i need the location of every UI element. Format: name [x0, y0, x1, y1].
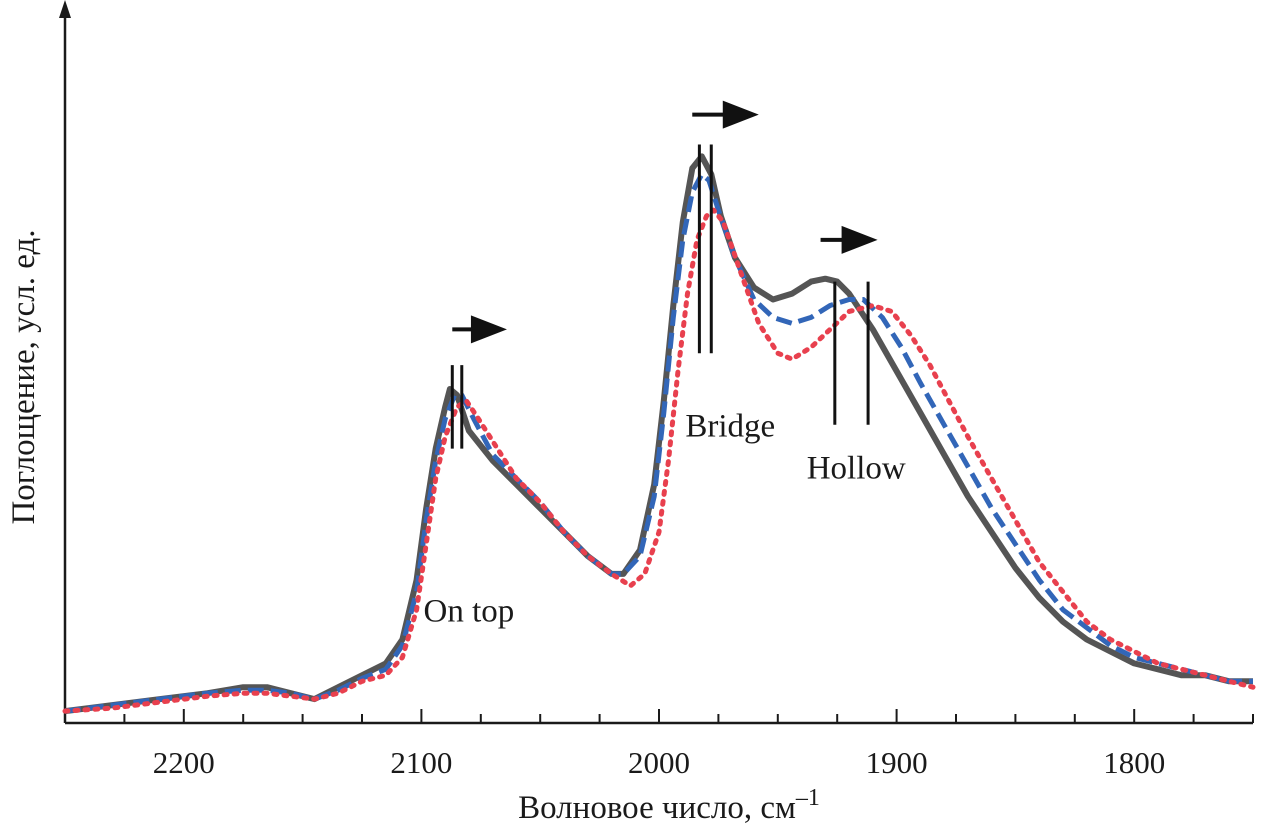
y-axis-title: Поглощение, усл. ед. [6, 229, 42, 524]
series-group [62, 153, 1256, 715]
x-axis-title: Волновое число, см–1 [518, 785, 820, 826]
y-axis-arrow-icon [59, 0, 71, 18]
x-ticks: 2200 2100 2000 1900 1800 [64, 709, 1254, 780]
shift-arrow-icon [452, 315, 507, 344]
x-tick-label: 2100 [390, 745, 452, 780]
series-line-dotted [62, 207, 1256, 714]
shift-arrow-icon [820, 225, 878, 254]
series-line-dashed [64, 171, 1253, 714]
x-tick-label: 1800 [1103, 745, 1165, 780]
x-axis-title-text: Волновое число, см [518, 790, 796, 826]
x-tick-label: 1900 [866, 745, 928, 780]
peak-markers [450, 144, 870, 449]
annotations: On top Bridge Hollow [424, 409, 906, 630]
x-tick-label: 2000 [628, 745, 690, 780]
axes: 2200 2100 2000 1900 1800 [59, 0, 1254, 780]
annotation-bridge: Bridge [685, 409, 775, 445]
shift-arrows [452, 100, 878, 344]
shift-arrow-icon [692, 100, 759, 129]
series-line-solid [64, 153, 1253, 715]
annotation-on-top: On top [424, 594, 515, 630]
annotation-hollow: Hollow [807, 450, 906, 486]
x-axis-title-superscript: –1 [795, 785, 820, 811]
x-tick-label: 2200 [153, 745, 215, 780]
